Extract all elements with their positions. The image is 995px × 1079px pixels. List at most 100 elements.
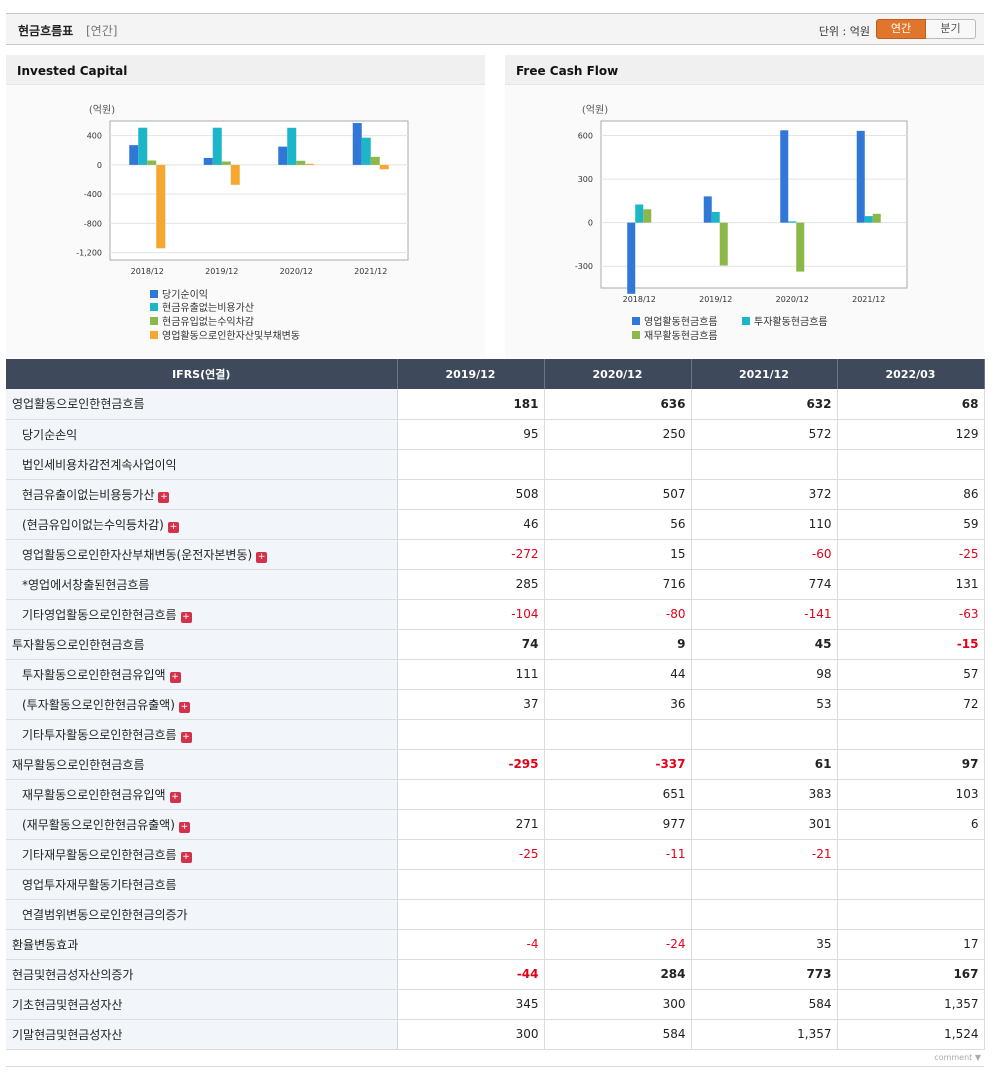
quarter-toggle-button[interactable]: 분기 bbox=[926, 19, 976, 39]
table-row: 영업활동으로인한현금흐름 181 636 632 68 bbox=[6, 389, 985, 420]
row-label[interactable]: 기타재무활동으로인한현금흐름 + bbox=[6, 839, 398, 870]
table-cell bbox=[837, 839, 985, 870]
table-cell bbox=[397, 449, 545, 480]
row-label-text: 영업활동으로인한자산부채변동(운전자본변동) bbox=[22, 547, 253, 562]
y-tick-label: -1,200 bbox=[76, 249, 102, 258]
row-label[interactable]: 재무활동으로인한현금유입액 + bbox=[6, 779, 398, 810]
table-cell bbox=[837, 719, 985, 750]
table-cell bbox=[837, 449, 985, 480]
table-row: 기초현금및현금성자산 345 300 584 1,357 bbox=[6, 989, 985, 1020]
table-cell: 74 bbox=[397, 629, 545, 660]
table-cell: 300 bbox=[397, 1019, 545, 1050]
table-cell: 68 bbox=[837, 389, 985, 420]
divider bbox=[6, 1066, 984, 1067]
table-cell: 37 bbox=[397, 689, 545, 720]
annual-toggle-button[interactable]: 연간 bbox=[876, 19, 926, 39]
header-period: 2020/12 bbox=[544, 359, 692, 389]
free-cash-flow-title: Free Cash Flow bbox=[516, 64, 619, 78]
row-label-text: 영업투자재무활동기타현금흐름 bbox=[22, 877, 177, 892]
row-label: 환율변동효과 bbox=[6, 929, 398, 960]
table-cell: 95 bbox=[397, 419, 545, 450]
bar bbox=[856, 130, 865, 223]
table-row: *영업에서창출된현금흐름 285 716 774 131 bbox=[6, 569, 985, 600]
row-label[interactable]: 투자활동으로인한현금유입액 + bbox=[6, 659, 398, 690]
y-tick-label: 0 bbox=[97, 161, 102, 170]
row-label[interactable]: (현금유입이없는수익등차감) + bbox=[6, 509, 398, 540]
row-label: 기말현금및현금성자산 bbox=[6, 1019, 398, 1050]
table-cell: 110 bbox=[691, 509, 838, 540]
x-tick-label: 2019/12 bbox=[205, 267, 238, 276]
table-cell: 284 bbox=[544, 959, 692, 990]
row-label[interactable]: (투자활동으로인한현금유출액) + bbox=[6, 689, 398, 720]
bar bbox=[138, 127, 148, 165]
table-cell: 345 bbox=[397, 989, 545, 1020]
expand-plus-icon[interactable]: + bbox=[158, 491, 170, 503]
table-cell: 977 bbox=[544, 809, 692, 840]
row-label[interactable]: 현금유출이없는비용등가산 + bbox=[6, 479, 398, 510]
table-cell: 584 bbox=[544, 1019, 692, 1050]
invested-capital-chart: 400 0 -400 -800 -1,200 (억원) 2018/12 2019/12 2020… bbox=[76, 104, 409, 342]
cashflow-header-bar: 현금흐름표 [연간] 단위 : 억원 연간 분기 bbox=[6, 13, 984, 45]
table-cell: 773 bbox=[691, 959, 838, 990]
bar bbox=[703, 196, 712, 223]
row-label[interactable]: 영업활동으로인한자산부채변동(운전자본변동) + bbox=[6, 539, 398, 570]
table-cell: 383 bbox=[691, 779, 838, 810]
table-cell: 97 bbox=[837, 749, 985, 780]
row-label[interactable]: (재무활동으로인한현금유출액) + bbox=[6, 809, 398, 840]
expand-plus-icon[interactable]: + bbox=[180, 611, 192, 623]
row-label-text: 기초현금및현금성자산 bbox=[12, 997, 123, 1012]
table-row: 투자활동으로인한현금유입액 +111 44 98 57 bbox=[6, 659, 985, 690]
table-cell: 103 bbox=[837, 779, 985, 810]
expand-plus-icon[interactable]: + bbox=[169, 791, 181, 803]
table-cell: 111 bbox=[397, 659, 545, 690]
row-label[interactable]: 기타투자활동으로인한현금흐름 + bbox=[6, 719, 398, 750]
row-label: 영업활동으로인한현금흐름 bbox=[6, 389, 398, 420]
table-cell: 35 bbox=[691, 929, 838, 960]
expand-plus-icon[interactable]: + bbox=[178, 821, 190, 833]
table-row: 기타재무활동으로인한현금흐름 + -25 -11 -21 bbox=[6, 839, 985, 870]
comment-toggle[interactable]: comment ▼ bbox=[934, 1053, 981, 1062]
expand-plus-icon[interactable]: + bbox=[180, 731, 192, 743]
table-cell bbox=[837, 899, 985, 930]
table-cell: 46 bbox=[397, 509, 545, 540]
plot-area bbox=[600, 120, 908, 289]
bar bbox=[287, 127, 297, 165]
legend-label: 영업활동으로인한자산및부채변동 bbox=[162, 329, 300, 342]
expand-plus-icon[interactable]: + bbox=[178, 701, 190, 713]
row-label: *영업에서창출된현금흐름 bbox=[6, 569, 398, 600]
unit-label: 단위 : 억원 bbox=[818, 25, 870, 38]
row-label: 재무활동으로인한현금흐름 bbox=[6, 749, 398, 780]
row-label-text: 당기순손익 bbox=[22, 427, 78, 442]
expand-plus-icon[interactable]: + bbox=[167, 521, 179, 533]
expand-plus-icon[interactable]: + bbox=[169, 671, 181, 683]
table-row: 투자활동으로인한현금흐름 74 9 45 -15 bbox=[6, 629, 985, 660]
expand-plus-icon[interactable]: + bbox=[180, 851, 192, 863]
x-tick-label: 2018/12 bbox=[131, 267, 164, 276]
table-cell bbox=[397, 779, 545, 810]
table-row: 현금및현금성자산의증가 -44 284 773 167 bbox=[6, 959, 985, 990]
legend-swatch bbox=[632, 331, 640, 339]
table-cell bbox=[397, 869, 545, 900]
table-cell: 45 bbox=[691, 629, 838, 660]
table-cell: -337 bbox=[544, 749, 692, 780]
table-row: 재무활동으로인한현금유입액 +651 383 103 bbox=[6, 779, 985, 810]
bar bbox=[796, 222, 805, 272]
table-cell: 300 bbox=[544, 989, 692, 1020]
table-cell bbox=[691, 899, 838, 930]
table-cell: 1,357 bbox=[691, 1019, 838, 1050]
legend-label: 영업활동현금흐름 bbox=[644, 315, 718, 328]
row-label[interactable]: 기타영업활동으로인한현금흐름 + bbox=[6, 599, 398, 630]
expand-plus-icon[interactable]: + bbox=[256, 551, 268, 563]
table-cell: -141 bbox=[691, 599, 838, 630]
table-cell: 507 bbox=[544, 479, 692, 510]
table-row: 법인세비용차감전계속사업이익 bbox=[6, 449, 985, 480]
bar bbox=[305, 163, 315, 165]
table-cell bbox=[544, 449, 692, 480]
legend-label: 현금유입없는수익차감 bbox=[162, 315, 254, 328]
row-label-text: 투자활동으로인한현금흐름 bbox=[12, 637, 145, 652]
table-cell bbox=[544, 719, 692, 750]
row-label-text: (재무활동으로인한현금유출액) bbox=[22, 817, 175, 832]
row-label: 영업투자재무활동기타현금흐름 bbox=[6, 869, 398, 900]
header-period: 2019/12 bbox=[397, 359, 545, 389]
table-cell: 86 bbox=[837, 479, 985, 510]
